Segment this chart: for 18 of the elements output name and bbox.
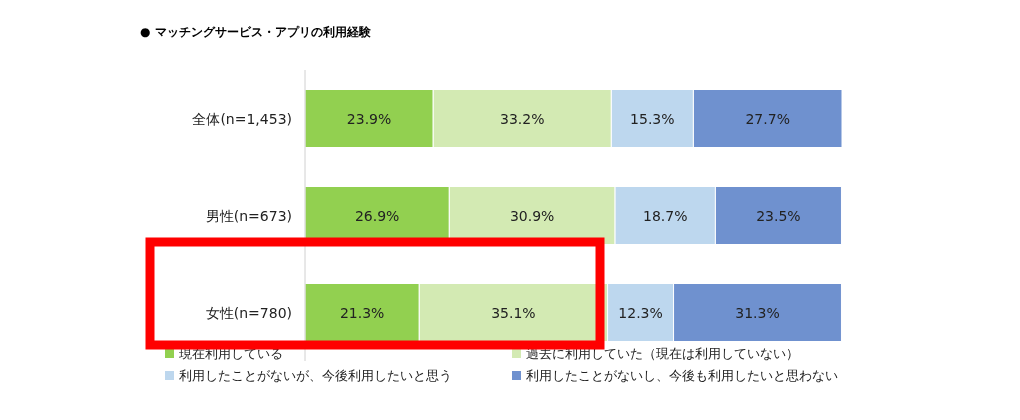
data-label: 23.5% [756,207,801,224]
data-label: 30.9% [509,207,555,224]
data-label: 15.3% [630,110,675,127]
data-label: 35.1% [491,304,536,321]
legend-label: 利用したことがないし、今後も利用したいと思わない [526,368,838,383]
y-tick-label: 全体(n=1,453) [192,110,292,127]
data-label: 23.9% [346,110,392,127]
chart-title: ● マッチングサービス・アプリの利用経験 [140,25,372,39]
data-label: 21.3% [339,304,385,321]
legend-label: 利用したことがないが、今後利用したいと思う [179,368,452,383]
y-tick-label: 女性(n=780) [205,304,292,321]
data-label: 27.7% [745,110,790,127]
data-label: 31.3% [735,304,780,321]
y-tick-label: 男性(n=673) [205,207,292,224]
data-label: 12.3% [618,304,663,321]
data-label: 18.7% [642,207,688,224]
data-label: 33.2% [500,110,545,127]
data-label: 26.9% [354,207,400,224]
